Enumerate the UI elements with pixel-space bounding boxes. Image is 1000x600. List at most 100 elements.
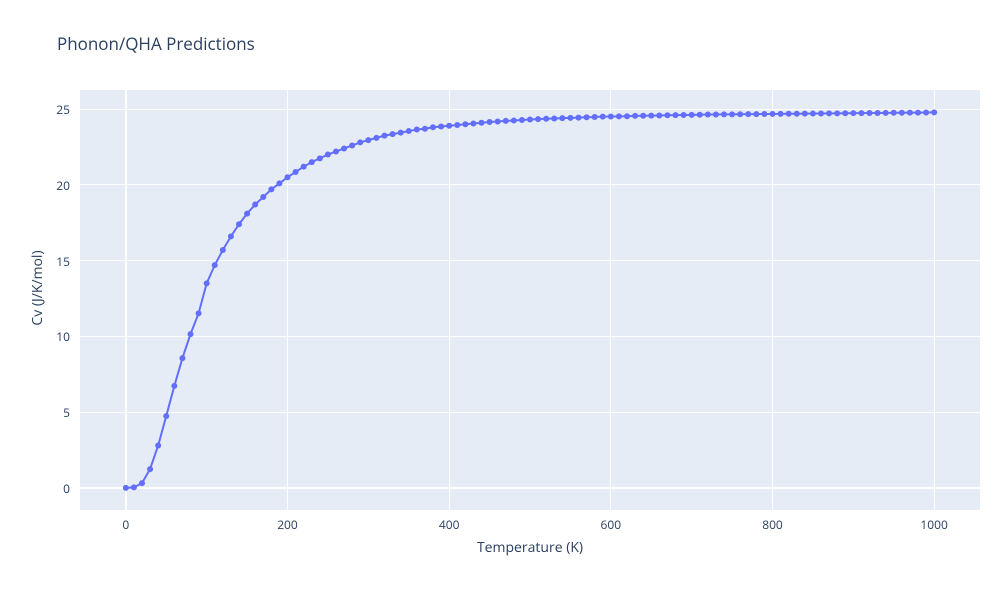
data-marker[interactable] [357,139,363,145]
data-marker[interactable] [786,111,792,117]
data-marker[interactable] [794,111,800,117]
data-marker[interactable] [535,116,541,122]
data-marker[interactable] [664,112,670,118]
data-marker[interactable] [875,110,881,116]
data-marker[interactable] [842,110,848,116]
data-marker[interactable] [753,111,759,117]
data-marker[interactable] [196,310,202,316]
data-marker[interactable] [761,111,767,117]
data-marker[interactable] [414,127,420,133]
data-marker[interactable] [228,233,234,239]
data-marker[interactable] [260,194,266,200]
data-marker[interactable] [252,202,258,208]
data-marker[interactable] [705,112,711,118]
data-marker[interactable] [446,123,452,129]
data-marker[interactable] [681,112,687,118]
data-marker[interactable] [551,115,557,121]
data-marker[interactable] [462,121,468,127]
data-marker[interactable] [624,113,630,119]
data-marker[interactable] [179,355,185,361]
data-marker[interactable] [268,186,274,192]
data-marker[interactable] [139,480,145,486]
data-marker[interactable] [301,164,307,170]
data-marker[interactable] [276,180,282,186]
data-marker[interactable] [543,116,549,122]
data-marker[interactable] [511,117,517,123]
data-marker[interactable] [576,115,582,121]
data-marker[interactable] [382,133,388,139]
data-marker[interactable] [592,114,598,120]
data-marker[interactable] [584,114,590,120]
data-marker[interactable] [867,110,873,116]
data-marker[interactable] [131,484,137,490]
data-marker[interactable] [236,221,242,227]
data-marker[interactable] [778,111,784,117]
data-marker[interactable] [923,110,929,116]
data-marker[interactable] [883,110,889,116]
data-marker[interactable] [373,135,379,141]
data-marker[interactable] [567,115,573,121]
data-marker[interactable] [770,111,776,117]
data-marker[interactable] [656,112,662,118]
data-marker[interactable] [616,113,622,119]
data-marker[interactable] [220,247,226,253]
data-marker[interactable] [648,113,654,119]
data-marker[interactable] [341,145,347,151]
data-marker[interactable] [697,112,703,118]
data-marker[interactable] [608,114,614,120]
data-marker[interactable] [729,111,735,117]
data-marker[interactable] [212,262,218,268]
data-marker[interactable] [430,124,436,130]
data-marker[interactable] [519,117,525,123]
data-marker[interactable] [810,111,816,117]
data-marker[interactable] [285,174,291,180]
data-marker[interactable] [891,110,897,116]
data-marker[interactable] [365,137,371,143]
data-marker[interactable] [907,110,913,116]
data-marker[interactable] [333,149,339,155]
data-marker[interactable] [834,110,840,116]
data-marker[interactable] [188,331,194,337]
data-marker[interactable] [147,466,153,472]
data-marker[interactable] [915,110,921,116]
data-marker[interactable] [454,122,460,128]
data-marker[interactable] [737,111,743,117]
data-marker[interactable] [163,413,169,419]
data-marker[interactable] [559,115,565,121]
data-marker[interactable] [503,118,509,124]
data-marker[interactable] [155,442,161,448]
data-marker[interactable] [858,110,864,116]
data-marker[interactable] [850,110,856,116]
data-marker[interactable] [899,110,905,116]
data-marker[interactable] [632,113,638,119]
data-marker[interactable] [309,159,315,165]
data-marker[interactable] [527,117,533,123]
data-marker[interactable] [406,128,412,134]
data-marker[interactable] [317,155,323,161]
data-marker[interactable] [802,111,808,117]
data-marker[interactable] [495,119,501,125]
data-marker[interactable] [600,114,606,120]
data-marker[interactable] [826,110,832,116]
data-marker[interactable] [244,211,250,217]
data-marker[interactable] [438,124,444,130]
data-marker[interactable] [931,109,937,115]
data-marker[interactable] [293,169,299,175]
data-marker[interactable] [422,126,428,132]
data-marker[interactable] [689,112,695,118]
data-marker[interactable] [204,280,210,286]
data-marker[interactable] [818,110,824,116]
data-marker[interactable] [640,113,646,119]
data-marker[interactable] [123,485,129,491]
data-marker[interactable] [470,120,476,126]
data-marker[interactable] [713,111,719,117]
data-marker[interactable] [487,119,493,125]
data-marker[interactable] [673,112,679,118]
data-marker[interactable] [721,111,727,117]
data-marker[interactable] [390,131,396,137]
data-marker[interactable] [398,130,404,136]
data-marker[interactable] [349,142,355,148]
data-marker[interactable] [745,111,751,117]
data-marker[interactable] [325,152,331,158]
data-marker[interactable] [479,120,485,126]
